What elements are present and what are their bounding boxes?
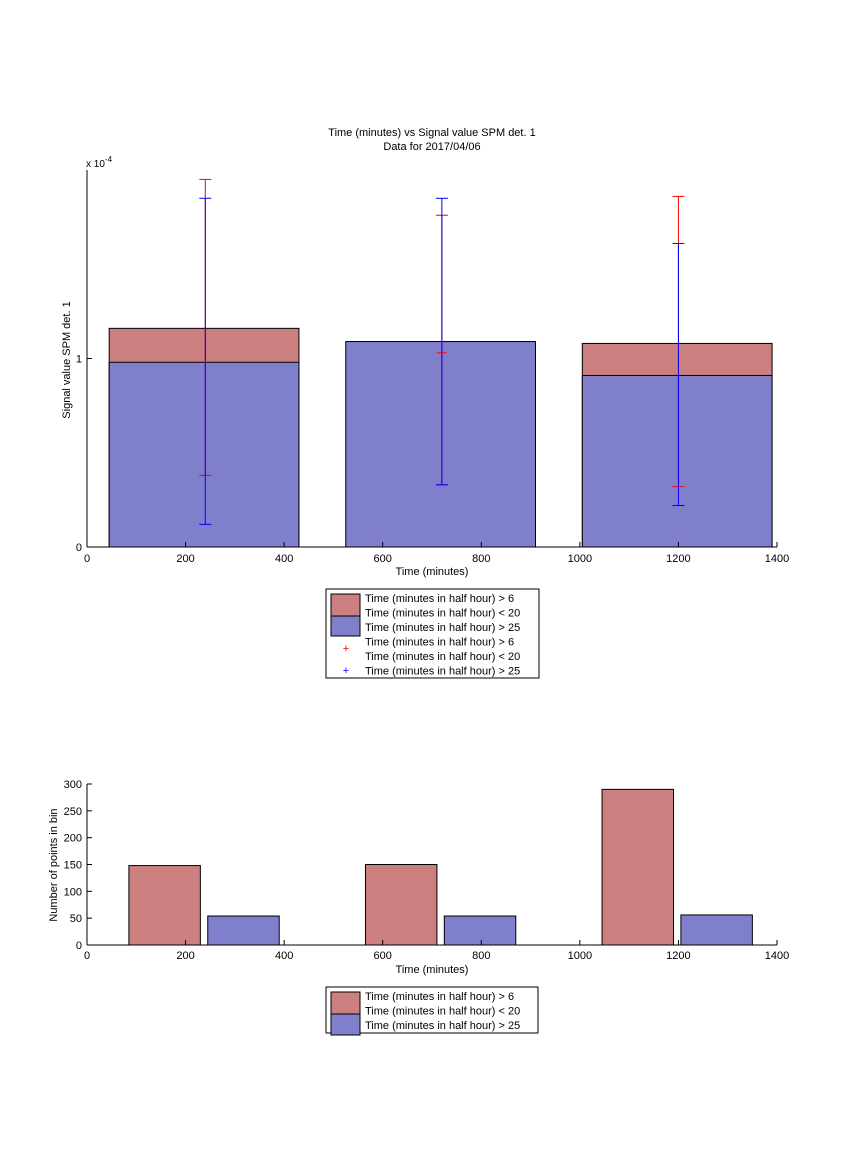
- chart2-axes: 0 200 400 600 800 1000 1200 1400 0 50 100 150 200 250…: [64, 779, 790, 962]
- chart2-ytick-label-6: 300: [64, 779, 82, 791]
- chart2-legend: Time (minutes in half hour) > 6 Time (min…: [325, 986, 539, 1036]
- chart1-legend: + + Time (minutes in half hour) > 6 Time (m…: [325, 588, 540, 679]
- chart1-subtitle: Data for 2017/04/06: [383, 141, 480, 153]
- chart2-ytick-label-2: 100: [64, 886, 82, 898]
- chart1-xtick-label-1: 200: [176, 553, 194, 565]
- chart2-xtick-label-6: 1200: [666, 950, 690, 962]
- chart2-bar-red-2: [364, 864, 438, 946]
- chart1-xtick-label-6: 1200: [666, 553, 690, 565]
- chart2-xtick-label-2: 400: [275, 950, 293, 962]
- chart2-ytick-label-3: 150: [64, 860, 82, 872]
- chart2-xtick-label-7: 1400: [765, 950, 789, 962]
- chart2-ytick-label-5: 250: [64, 806, 82, 818]
- chart1-legend-entry-0: Time (minutes in half hour) > 6: [365, 593, 514, 605]
- chart1-legend-entry-4: Time (minutes in half hour) < 20: [365, 651, 520, 663]
- chart2-bar-red-4: [601, 788, 674, 946]
- chart1-bars: [108, 327, 773, 548]
- chart1-xtick-label-7: 1400: [765, 553, 789, 565]
- chart1-xtick-label-2: 400: [275, 553, 293, 565]
- chart1-legend-box: [325, 588, 540, 679]
- chart1-legend-marker-red: +: [343, 643, 349, 655]
- chart2-bar-blue-1: [207, 915, 280, 946]
- chart2-xtick-label-3: 600: [374, 950, 392, 962]
- chart2-bar-blue-5: [680, 914, 753, 946]
- chart1-exponent: x 10-4: [86, 155, 113, 170]
- chart1-axes: 0 200 400 600 800 1000 1200 1400 0 1: [76, 170, 789, 565]
- chart2-legend-box: [325, 986, 539, 1034]
- chart1-ylabel: Signal value SPM det. 1: [61, 301, 73, 418]
- chart1-ytick-label-0: 0: [76, 542, 82, 554]
- chart2-legend-swatch-blue: [330, 1013, 361, 1036]
- chart2-bars: [128, 788, 753, 946]
- chart2-legend-entry-1: Time (minutes in half hour) < 20: [365, 1006, 520, 1018]
- chart1-legend-entry-5: Time (minutes in half hour) > 25: [365, 666, 520, 678]
- chart1-legend-marker-blue: +: [343, 665, 349, 677]
- chart1-xtick-label-0: 0: [84, 553, 90, 565]
- chart1-ytick-label-1: 1: [76, 354, 82, 366]
- chart2-bar-blue-3: [443, 915, 517, 946]
- chart2-ytick-label-4: 200: [64, 833, 82, 845]
- chart1-exponent-base: x 10: [86, 159, 105, 170]
- chart1-legend-entry-3: Time (minutes in half hour) > 6: [365, 637, 514, 649]
- chart2-legend-entry-2: Time (minutes in half hour) > 25: [365, 1020, 520, 1032]
- chart1-legend-swatch-blue: [330, 615, 361, 637]
- chart1-xtick-label-4: 800: [472, 553, 490, 565]
- chart1-legend-swatch-red: [330, 593, 361, 617]
- chart1-bar-blue-2: [581, 374, 773, 548]
- chart1-error-bars: [199, 178, 685, 525]
- chart2-ytick-label-1: 50: [70, 913, 82, 925]
- chart2-xtick-label-5: 1000: [568, 950, 592, 962]
- chart1-exponent-power: -4: [105, 155, 113, 164]
- chart1-xtick-label-3: 600: [374, 553, 392, 565]
- chart1-title: Time (minutes) vs Signal value SPM det. …: [328, 127, 535, 139]
- chart2-xtick-label-1: 200: [176, 950, 194, 962]
- chart2-ylabel: Number of points in bin: [48, 808, 60, 921]
- chart1-xtick-label-5: 1000: [568, 553, 592, 565]
- chart2-bar-red-0: [128, 865, 201, 946]
- chart1-legend-entry-1: Time (minutes in half hour) < 20: [365, 608, 520, 620]
- chart1-bar-blue-1: [345, 341, 536, 548]
- chart1-bar-blue-0: [108, 361, 300, 548]
- chart2-legend-swatch-red: [330, 991, 361, 1015]
- chart2-xtick-label-0: 0: [84, 950, 90, 962]
- chart2-xtick-label-4: 800: [472, 950, 490, 962]
- chart1-xlabel: Time (minutes): [396, 566, 469, 578]
- chart2-ytick-label-0: 0: [76, 940, 82, 952]
- chart2-legend-entry-0: Time (minutes in half hour) > 6: [365, 991, 514, 1003]
- chart2-xlabel: Time (minutes): [396, 964, 469, 976]
- chart1-legend-entry-2: Time (minutes in half hour) > 25: [365, 622, 520, 634]
